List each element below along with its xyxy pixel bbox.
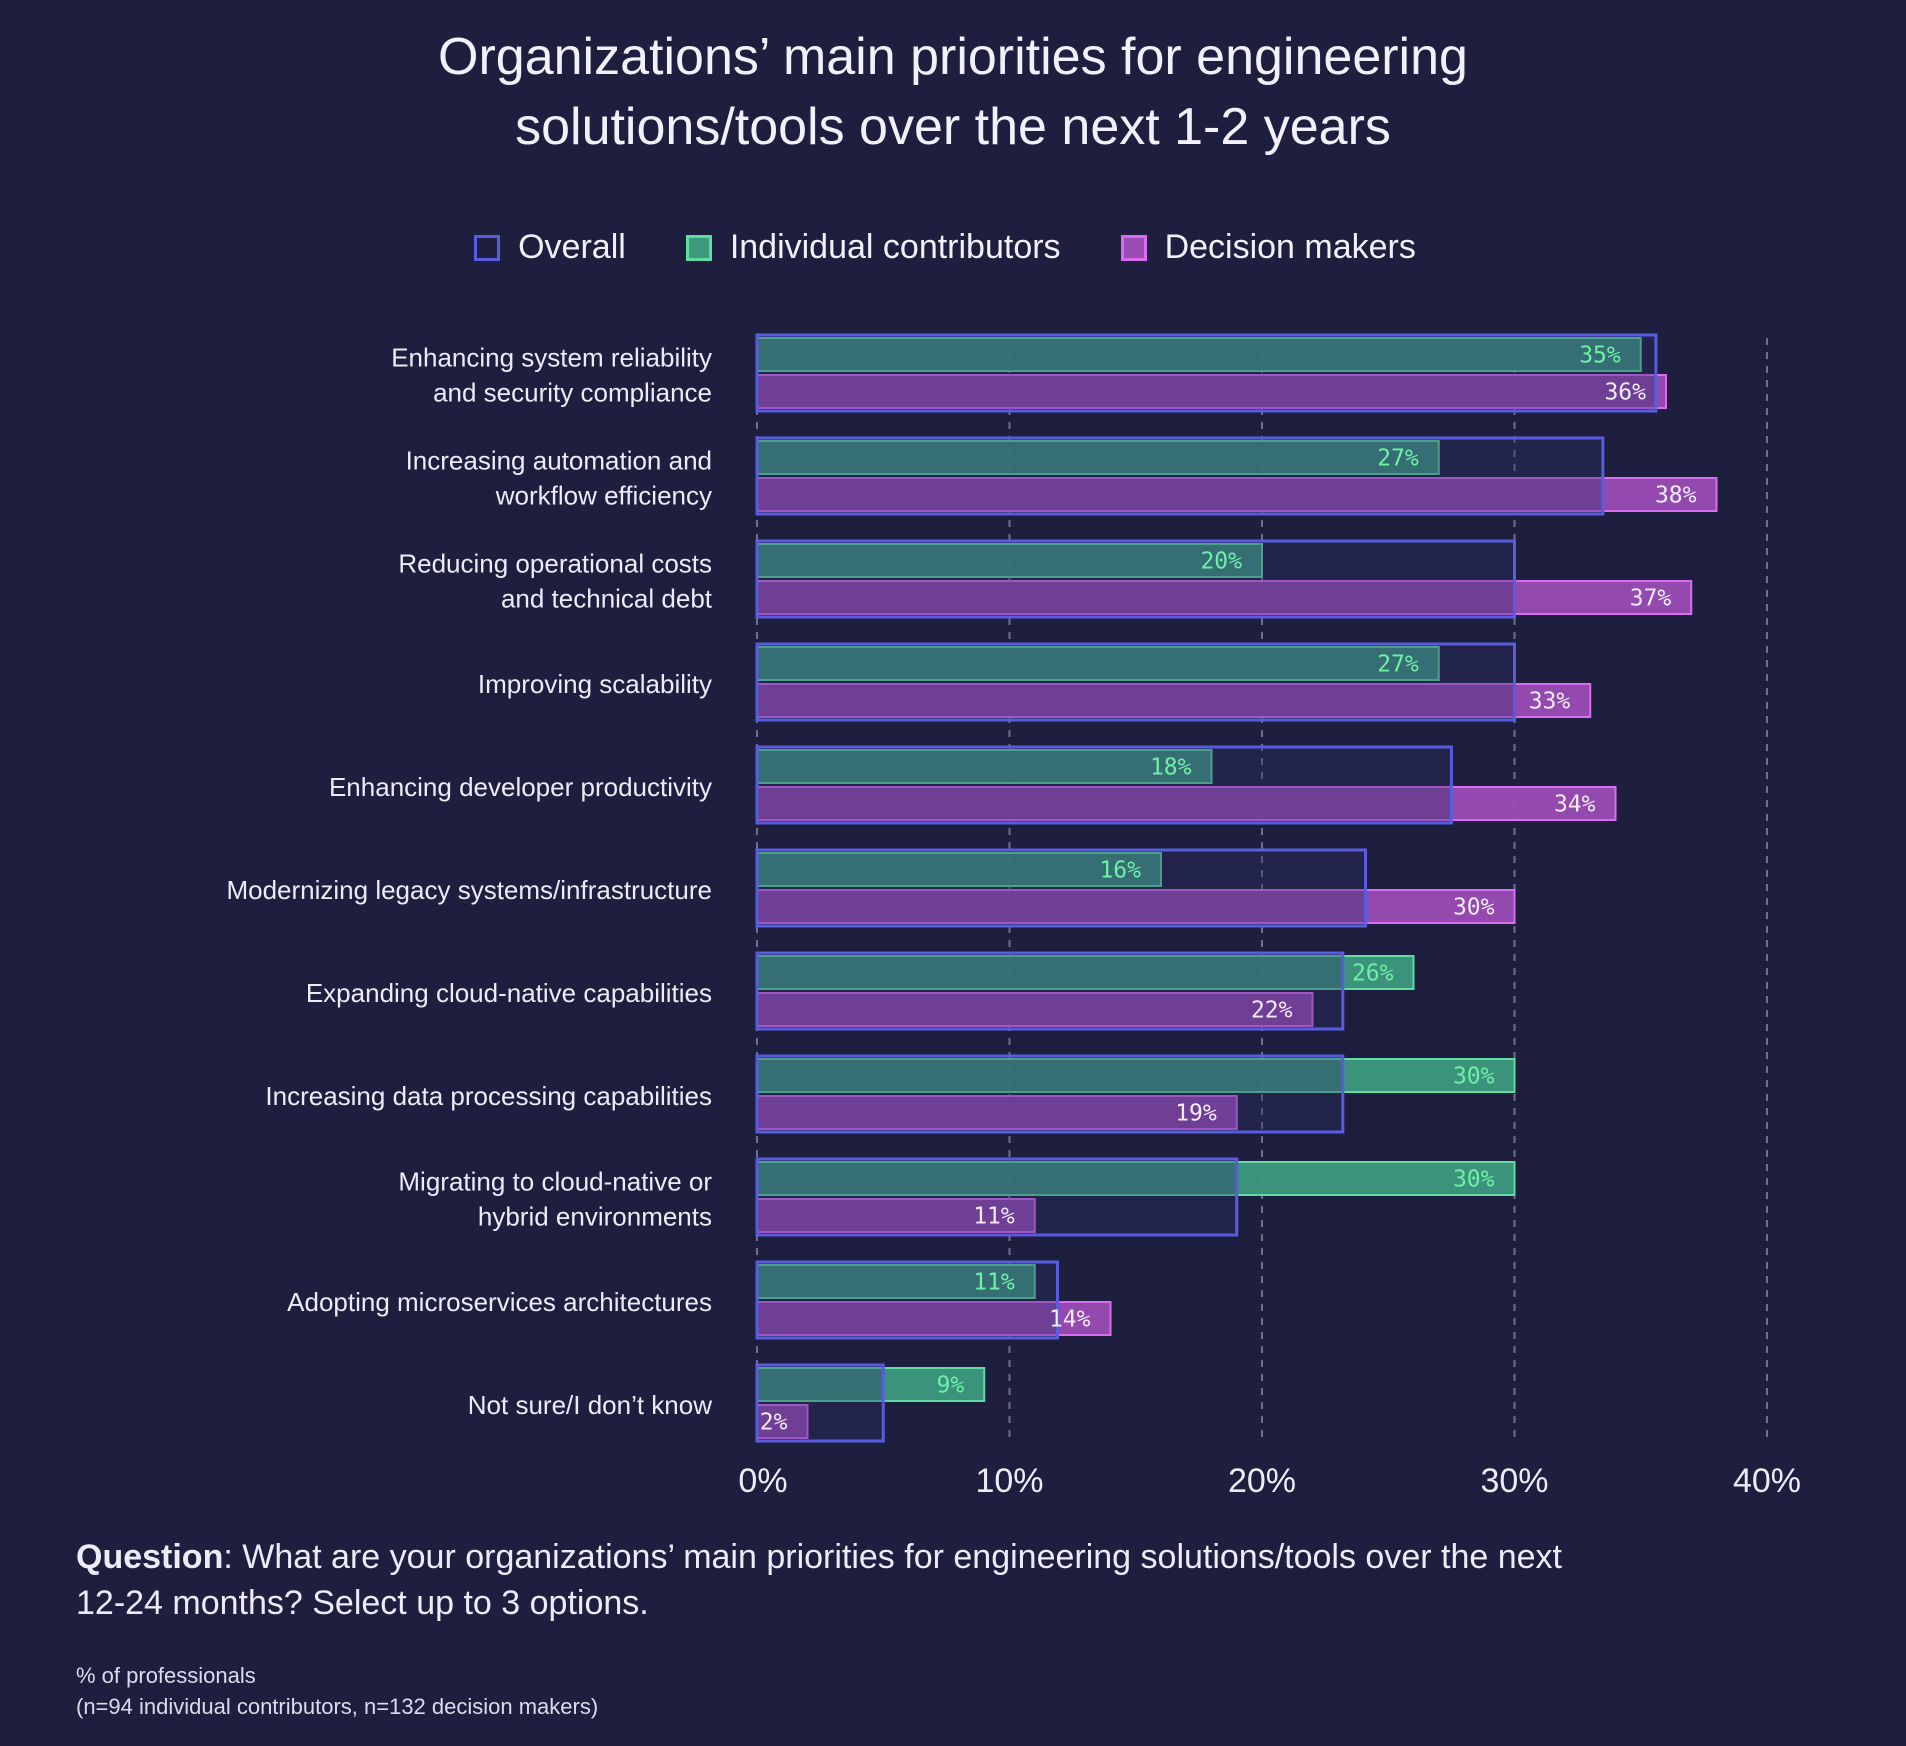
legend-swatch-individual-contributors — [685, 234, 712, 261]
bar-overall — [755, 951, 1345, 1031]
x-tick-label: 0% — [738, 1462, 787, 1500]
x-tick-label: 40% — [1733, 1462, 1801, 1500]
legend-swatch-overall — [474, 234, 501, 261]
bar-decision-makers — [756, 580, 1693, 615]
legend: Overall Individual contributors Decision… — [0, 228, 1890, 267]
category-label: Adopting microservices architectures — [287, 1287, 712, 1317]
question-text: : What are your organizations’ main prio… — [76, 1538, 1562, 1622]
data-label-individual-contributors: 20% — [1200, 549, 1242, 575]
legend-label-individual-contributors: Individual contributors — [729, 228, 1061, 266]
bar-overall — [755, 1054, 1345, 1134]
data-label-individual-contributors: 27% — [1377, 446, 1419, 472]
legend-swatch-decision-makers — [1120, 234, 1147, 261]
bar-overall — [755, 642, 1516, 722]
bar-overall — [755, 1260, 1059, 1340]
bar-individual-contributors — [756, 1367, 986, 1402]
x-tick-label: 20% — [1228, 1462, 1296, 1500]
data-label-individual-contributors: 30% — [1453, 1064, 1495, 1090]
bar-overall — [755, 436, 1605, 516]
bar-individual-contributors — [756, 1058, 1516, 1093]
bar-individual-contributors — [756, 440, 1440, 475]
bar-overall — [755, 539, 1516, 619]
bar-individual-contributors — [756, 955, 1415, 990]
data-label-decision-makers: 22% — [1251, 998, 1293, 1024]
data-label-individual-contributors: 26% — [1352, 961, 1394, 987]
legend-label-decision-makers: Decision makers — [1164, 228, 1416, 266]
chart-title-line-2: solutions/tools over the next 1-2 years — [515, 98, 1391, 156]
footnote: % of professionals (n=94 individual cont… — [76, 1660, 598, 1722]
category-label: Enhancing developer productivity — [329, 772, 712, 802]
legend-label-overall: Overall — [518, 228, 626, 266]
bar-decision-makers — [756, 374, 1667, 409]
category-label: hybrid environments — [478, 1202, 712, 1232]
data-label-decision-makers: 19% — [1175, 1101, 1217, 1127]
bar-individual-contributors — [756, 337, 1642, 372]
category-label: Modernizing legacy systems/infrastructur… — [226, 875, 712, 905]
data-label-decision-makers: 11% — [973, 1204, 1015, 1230]
bar-overall — [755, 333, 1658, 413]
bar-decision-makers — [756, 683, 1592, 718]
legend-item-individual-contributors: Individual contributors — [685, 228, 1061, 267]
data-label-individual-contributors: 16% — [1099, 858, 1141, 884]
data-label-individual-contributors: 18% — [1150, 755, 1192, 781]
footnote-sample-size: (n=94 individual contributors, n=132 dec… — [76, 1694, 599, 1719]
category-label: Improving scalability — [478, 669, 712, 699]
legend-item-overall: Overall — [474, 228, 626, 267]
bar-decision-makers — [756, 786, 1617, 821]
data-label-individual-contributors: 30% — [1453, 1167, 1495, 1193]
category-label: Migrating to cloud-native or — [398, 1167, 712, 1197]
legend-item-decision-makers: Decision makers — [1120, 228, 1416, 267]
bar-overall — [755, 848, 1368, 928]
category-label: Expanding cloud-native capabilities — [306, 978, 712, 1008]
bar-individual-contributors — [756, 749, 1213, 784]
category-label: and technical debt — [501, 584, 713, 614]
category-label: Reducing operational costs — [398, 549, 712, 579]
data-label-decision-makers: 14% — [1049, 1307, 1091, 1333]
chart-title: Organizations’ main priorities for engin… — [0, 22, 1906, 162]
data-label-decision-makers: 2% — [760, 1410, 788, 1436]
data-label-decision-makers: 30% — [1453, 895, 1495, 921]
data-label-decision-makers: 34% — [1554, 792, 1596, 818]
data-label-individual-contributors: 35% — [1579, 343, 1621, 369]
category-label: Not sure/I don’t know — [468, 1390, 712, 1420]
data-label-decision-makers: 36% — [1604, 380, 1646, 406]
data-label-individual-contributors: 9% — [937, 1373, 965, 1399]
bar-overall — [755, 1157, 1239, 1237]
category-label: Enhancing system reliability — [391, 343, 712, 373]
data-label-individual-contributors: 27% — [1377, 652, 1419, 678]
question-label: Question — [76, 1538, 224, 1576]
data-label-decision-makers: 33% — [1529, 689, 1571, 715]
bar-decision-makers — [756, 1095, 1238, 1130]
data-label-decision-makers: 38% — [1655, 483, 1697, 509]
category-label: Increasing automation and — [406, 446, 712, 476]
x-tick-label: 10% — [975, 1462, 1043, 1500]
category-label: Increasing data processing capabilities — [265, 1081, 712, 1111]
bar-overall — [755, 1363, 885, 1443]
category-label: and security compliance — [433, 378, 712, 408]
category-label: workflow efficiency — [495, 481, 712, 511]
bar-decision-makers — [756, 1404, 809, 1439]
chart-title-line-1: Organizations’ main priorities for engin… — [438, 28, 1468, 86]
x-tick-label: 30% — [1480, 1462, 1548, 1500]
footnote-unit: % of professionals — [76, 1663, 256, 1688]
data-label-individual-contributors: 11% — [973, 1270, 1015, 1296]
bar-individual-contributors — [756, 543, 1263, 578]
bar-decision-makers — [756, 1198, 1036, 1233]
data-label-decision-makers: 37% — [1630, 586, 1672, 612]
bar-overall — [755, 745, 1453, 825]
survey-question: Question: What are your organizations’ m… — [76, 1534, 1576, 1626]
